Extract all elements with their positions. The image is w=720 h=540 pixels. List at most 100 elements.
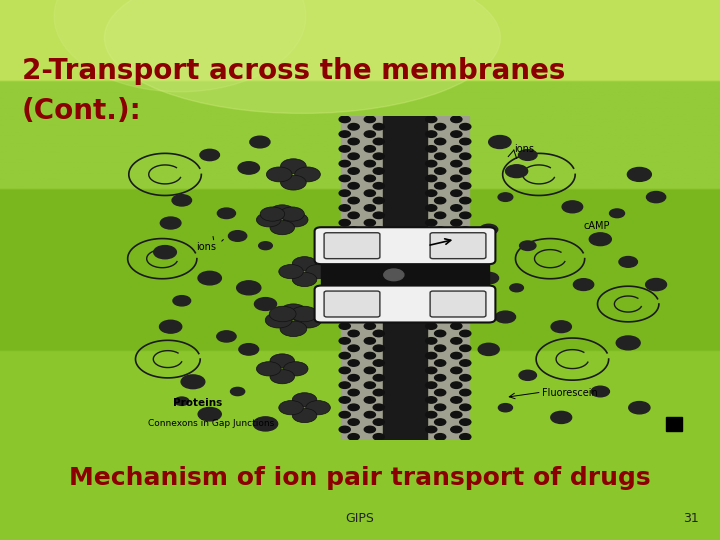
Circle shape xyxy=(339,293,351,300)
Circle shape xyxy=(175,397,189,406)
Circle shape xyxy=(589,233,611,246)
Text: (Cont.):: (Cont.): xyxy=(22,97,141,125)
Circle shape xyxy=(373,197,384,204)
Circle shape xyxy=(348,138,359,145)
Circle shape xyxy=(339,249,351,255)
Circle shape xyxy=(348,256,359,263)
Circle shape xyxy=(339,146,351,152)
Circle shape xyxy=(373,375,384,381)
Circle shape xyxy=(339,264,351,270)
Circle shape xyxy=(435,227,446,233)
Circle shape xyxy=(292,272,317,287)
Circle shape xyxy=(435,256,446,263)
Circle shape xyxy=(459,419,471,426)
Circle shape xyxy=(339,426,351,433)
Circle shape xyxy=(426,205,437,211)
Circle shape xyxy=(459,241,471,248)
Circle shape xyxy=(339,323,351,329)
Circle shape xyxy=(426,190,437,197)
Circle shape xyxy=(364,175,375,181)
Circle shape xyxy=(292,408,317,423)
Circle shape xyxy=(435,419,446,426)
Circle shape xyxy=(451,190,462,197)
Circle shape xyxy=(200,150,220,160)
Circle shape xyxy=(348,315,359,322)
Circle shape xyxy=(435,301,446,307)
Circle shape xyxy=(498,403,513,412)
Circle shape xyxy=(451,175,462,181)
Circle shape xyxy=(518,150,537,160)
Circle shape xyxy=(435,183,446,189)
Circle shape xyxy=(426,234,437,241)
Circle shape xyxy=(348,153,359,159)
Circle shape xyxy=(269,306,296,322)
Circle shape xyxy=(435,241,446,248)
Circle shape xyxy=(373,434,384,440)
Circle shape xyxy=(348,434,359,440)
Circle shape xyxy=(270,205,294,219)
Circle shape xyxy=(562,201,582,213)
FancyBboxPatch shape xyxy=(430,233,486,259)
Circle shape xyxy=(256,362,281,376)
Circle shape xyxy=(348,271,359,278)
Circle shape xyxy=(373,256,384,263)
Circle shape xyxy=(459,286,471,293)
Circle shape xyxy=(364,367,375,374)
Circle shape xyxy=(489,136,511,148)
Circle shape xyxy=(373,315,384,322)
Circle shape xyxy=(459,183,471,189)
Circle shape xyxy=(459,345,471,352)
Circle shape xyxy=(426,160,437,167)
Circle shape xyxy=(364,293,375,300)
Circle shape xyxy=(281,175,306,190)
Circle shape xyxy=(435,153,446,159)
Text: Fluorescein: Fluorescein xyxy=(541,388,598,398)
Text: GIPS: GIPS xyxy=(346,512,374,525)
Circle shape xyxy=(253,417,278,431)
Circle shape xyxy=(254,298,276,310)
Circle shape xyxy=(459,389,471,396)
Circle shape xyxy=(451,146,462,152)
Circle shape xyxy=(161,217,181,229)
Circle shape xyxy=(373,138,384,145)
Circle shape xyxy=(451,411,462,418)
Circle shape xyxy=(479,272,498,284)
Circle shape xyxy=(435,124,446,130)
Circle shape xyxy=(260,207,284,221)
Circle shape xyxy=(217,331,236,342)
Circle shape xyxy=(459,434,471,440)
Text: ions: ions xyxy=(196,242,216,252)
Circle shape xyxy=(348,168,359,174)
Circle shape xyxy=(306,401,330,415)
Circle shape xyxy=(280,207,305,221)
Text: ions: ions xyxy=(514,144,534,153)
Circle shape xyxy=(339,308,351,315)
Circle shape xyxy=(520,241,536,251)
Circle shape xyxy=(426,367,437,374)
Circle shape xyxy=(435,389,446,396)
Circle shape xyxy=(348,419,359,426)
Text: Proteins: Proteins xyxy=(174,398,222,408)
Circle shape xyxy=(426,382,437,388)
Circle shape xyxy=(498,193,513,201)
Circle shape xyxy=(619,256,637,267)
Circle shape xyxy=(291,306,318,322)
Circle shape xyxy=(451,249,462,255)
Circle shape xyxy=(364,160,375,167)
FancyBboxPatch shape xyxy=(324,233,380,259)
Circle shape xyxy=(339,175,351,181)
Circle shape xyxy=(505,165,528,178)
Circle shape xyxy=(266,167,292,182)
Circle shape xyxy=(646,279,667,291)
Circle shape xyxy=(459,153,471,159)
Circle shape xyxy=(348,389,359,396)
Circle shape xyxy=(373,301,384,307)
Circle shape xyxy=(279,401,303,415)
Circle shape xyxy=(451,338,462,344)
Circle shape xyxy=(627,167,652,181)
Circle shape xyxy=(459,124,471,130)
Circle shape xyxy=(451,160,462,167)
Circle shape xyxy=(284,213,308,227)
Bar xyxy=(341,116,383,440)
Circle shape xyxy=(573,279,594,291)
